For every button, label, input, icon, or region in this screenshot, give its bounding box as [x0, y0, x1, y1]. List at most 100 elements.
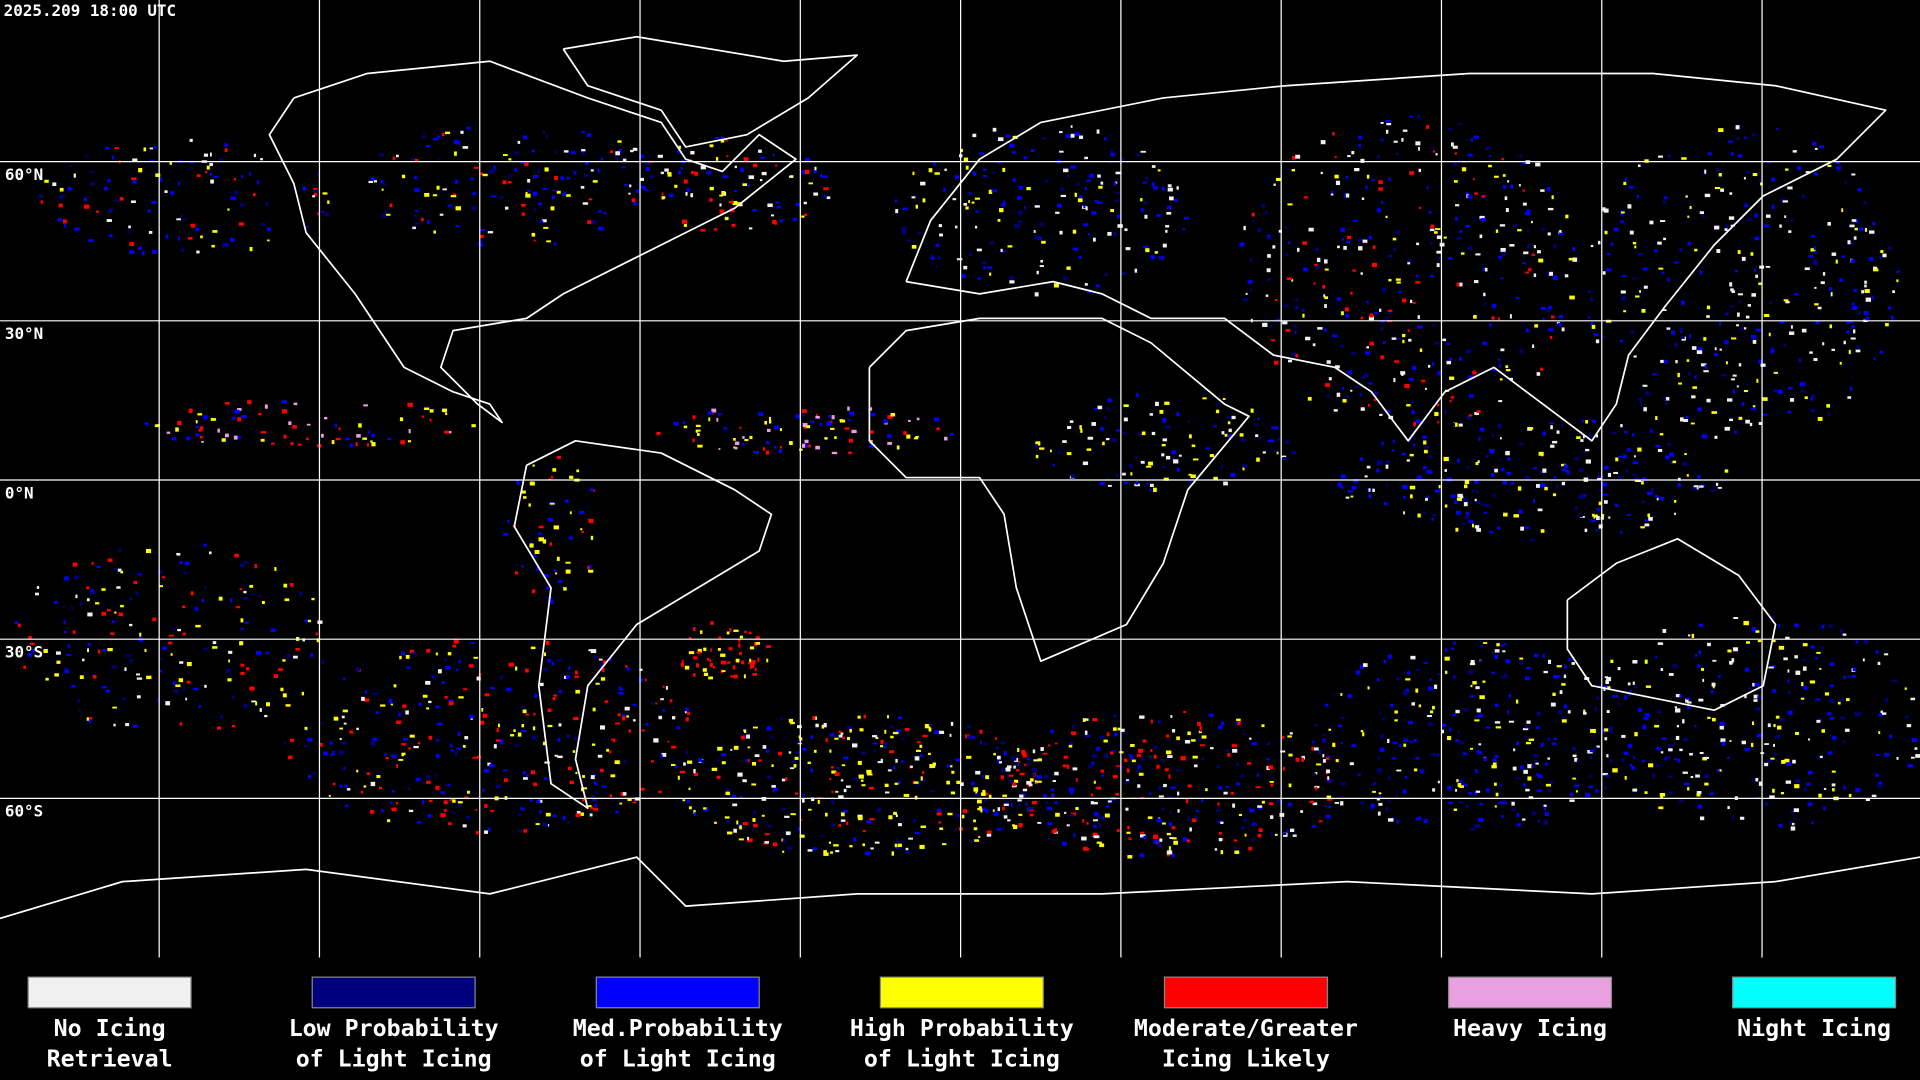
icing-pixel [920, 776, 923, 781]
icing-pixel [1662, 629, 1667, 633]
icing-pixel [1403, 737, 1406, 741]
icing-pixel [1658, 806, 1664, 810]
icing-pixel [1458, 801, 1464, 804]
icing-pixel [1445, 670, 1448, 674]
icing-pixel [771, 735, 774, 739]
icing-pixel [590, 169, 594, 172]
icing-pixel [526, 774, 529, 777]
icing-pixel [1475, 686, 1480, 690]
icing-pixel [997, 218, 1001, 222]
icing-pixel [667, 740, 670, 743]
icing-pixel [1409, 485, 1416, 490]
icing-pixel [1572, 257, 1578, 262]
icing-pixel [1034, 205, 1040, 208]
icing-pixel [1186, 839, 1191, 843]
icing-pixel [382, 183, 387, 186]
icing-pixel [131, 177, 137, 180]
icing-pixel [1248, 846, 1253, 851]
icing-pixel [1062, 168, 1069, 173]
icing-pixel [1853, 329, 1856, 334]
icing-pixel [1667, 443, 1671, 446]
icing-pixel [341, 741, 348, 745]
icing-pixel [1477, 460, 1480, 464]
icing-pixel [457, 801, 463, 804]
icing-pixel [1106, 407, 1110, 410]
icing-pixel [661, 752, 667, 757]
icing-pixel [1512, 224, 1517, 227]
icing-pixel [391, 790, 395, 793]
icing-pixel [863, 714, 867, 719]
icing-pixel [622, 716, 626, 721]
icing-pixel [1851, 376, 1854, 379]
icing-pixel [761, 814, 765, 817]
icing-pixel [1393, 140, 1398, 143]
icing-pixel [1458, 423, 1463, 427]
icing-pixel [717, 413, 722, 416]
icing-pixel [1147, 816, 1153, 820]
icing-pixel [1753, 699, 1758, 702]
icing-pixel [1140, 150, 1146, 153]
icing-pixel [1157, 818, 1162, 823]
icing-pixel [1518, 155, 1523, 158]
icing-pixel [1091, 422, 1097, 426]
icing-pixel [390, 801, 393, 804]
icing-pixel [1732, 374, 1737, 377]
icing-pixel [588, 564, 592, 569]
icing-pixel [1697, 804, 1703, 809]
icing-pixel [1385, 119, 1391, 123]
icing-pixel [950, 432, 954, 436]
icing-pixel [1007, 245, 1013, 248]
icing-pixel [627, 798, 632, 801]
icing-pixel [1411, 400, 1415, 404]
icing-pixel [1478, 818, 1484, 823]
icing-pixel [682, 799, 686, 802]
icing-pixel [101, 588, 106, 591]
icing-pixel [1662, 200, 1666, 204]
icing-pixel [1498, 400, 1503, 403]
icing-pixel [1337, 482, 1342, 487]
icing-pixel [375, 711, 380, 714]
icing-pixel [1169, 196, 1174, 201]
icing-pixel [1330, 778, 1333, 783]
icing-pixel [720, 753, 727, 757]
icing-pixel [175, 427, 179, 432]
icing-pixel [1390, 703, 1394, 708]
icing-pixel [1191, 739, 1196, 742]
icing-pixel [1549, 335, 1553, 340]
icing-pixel [455, 668, 459, 672]
icing-pixel [1374, 311, 1379, 315]
icing-pixel [470, 177, 474, 181]
icing-pixel [1884, 653, 1889, 656]
icing-pixel [1166, 211, 1172, 215]
icing-pixel [1437, 673, 1441, 676]
icing-pixel [1090, 793, 1093, 797]
icing-pixel [894, 843, 897, 848]
icing-pixel [1531, 253, 1535, 256]
icing-pixel [685, 707, 690, 711]
icing-pixel [1292, 834, 1297, 837]
icing-field [14, 114, 1920, 859]
icing-pixel [1430, 753, 1436, 756]
icing-pixel [529, 543, 534, 548]
icing-pixel [1730, 152, 1734, 156]
icing-pixel [1872, 222, 1876, 226]
icing-pixel [1147, 461, 1153, 466]
icing-pixel [1140, 831, 1145, 834]
icing-pixel [254, 564, 258, 569]
icing-pixel [1632, 473, 1637, 477]
icing-pixel [885, 791, 890, 794]
icing-pixel [1115, 171, 1121, 175]
icing-pixel [391, 807, 397, 812]
icing-pixel [281, 400, 287, 404]
icing-pixel [581, 530, 585, 533]
icing-pixel [567, 821, 570, 824]
icing-pixel [1818, 627, 1824, 630]
icing-pixel [405, 710, 409, 715]
icing-pixel [1664, 396, 1670, 401]
icing-pixel [367, 430, 370, 435]
icing-pixel [1364, 351, 1371, 355]
icing-pixel [1055, 742, 1058, 745]
icing-pixel [1620, 531, 1623, 534]
icing-pixel [1523, 769, 1528, 774]
icing-pixel [1093, 835, 1100, 839]
